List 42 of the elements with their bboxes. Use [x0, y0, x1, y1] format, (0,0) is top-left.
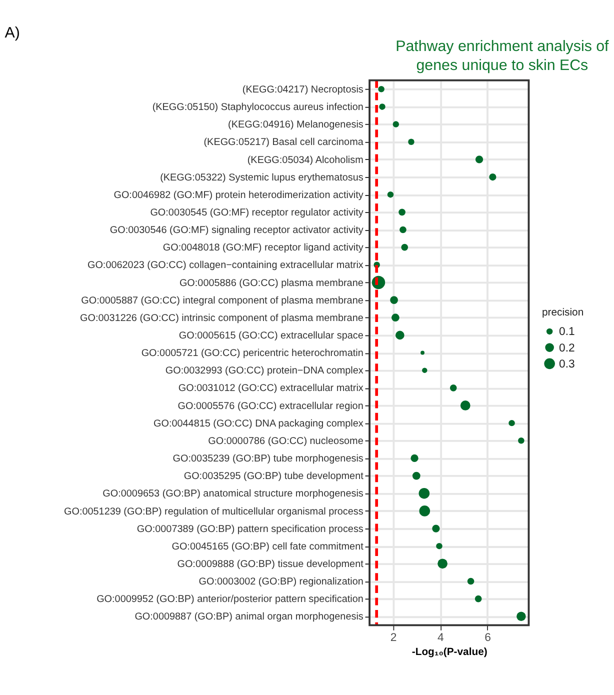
x-tick-label: 2	[390, 632, 397, 644]
y-tick-label: (KEGG:05150) Staphylococcus aureus infection	[152, 102, 364, 114]
y-tick-label: GO:0035295 (GO:BP) tube development	[184, 471, 364, 482]
x-tick-label: 6	[484, 632, 491, 644]
y-tick-label: (KEGG:04217) Necroptosis	[242, 84, 364, 96]
y-tick-label: GO:0062023 (GO:CC) collagen−containing extracellular matrix	[87, 260, 364, 272]
y-tick-label: GO:0044815 (GO:CC) DNA packaging complex	[153, 418, 364, 430]
y-tick-label: (KEGG:05217) Basal cell carcinoma	[204, 137, 364, 148]
y-tick-label: GO:0030545 (GO:MF) receptor regulator activity	[150, 207, 364, 218]
y-tick-label: GO:0000786 (GO:CC) nucleosome	[208, 436, 364, 447]
y-tick-label: GO:0007389 (GO:BP) pattern specification process	[136, 524, 364, 535]
y-tick-label: GO:0031012 (GO:CC) extracellular matrix	[178, 383, 364, 394]
y-tick-label: GO:0030546 (GO:MF) signaling receptor activator activity	[110, 225, 364, 236]
text: genes unique to skin ECs	[416, 56, 588, 74]
y-tick-label: GO:0048018 (GO:MF) receptor ligand activity	[162, 242, 364, 254]
x-axis-title: -Log₁₀(P-value)	[412, 647, 488, 658]
y-tick-label: GO:0051239 (GO:BP) regulation of multicellular organismal process	[64, 506, 364, 518]
legend-label: 0.1	[559, 326, 575, 338]
y-tick-label: GO:0009952 (GO:BP) anterior/posterior pattern specification	[96, 594, 364, 606]
x-tick-label: 4	[437, 632, 444, 644]
y-tick-label: GO:0005576 (GO:CC) extracellular region	[178, 400, 364, 412]
y-tick-label: GO:0045165 (GO:BP) cell fate commitment	[172, 541, 364, 552]
y-tick-label: GO:0005886 (GO:CC) plasma membrane	[179, 278, 364, 289]
y-tick-label: GO:0005615 (GO:CC) extracellular space	[178, 330, 364, 342]
y-tick-label: GO:0046982 (GO:MF) protein heterodimerization activity	[114, 190, 364, 201]
text: A)	[4, 24, 20, 42]
y-tick-label: GO:0035239 (GO:BP) tube morphogenesis	[172, 454, 364, 465]
legend-label: 0.3	[559, 358, 575, 370]
y-tick-label: GO:0005887 (GO:CC) integral component of plasma membrane	[81, 295, 364, 306]
legend-title: precision	[542, 307, 584, 318]
y-tick-label: GO:0031226 (GO:CC) intrinsic component of plasma membrane	[80, 312, 364, 324]
y-tick-label: (KEGG:05034) Alcoholism	[247, 154, 364, 166]
y-tick-label: (KEGG:05322) Systemic lupus erythematosus	[160, 172, 364, 184]
y-tick-label: GO:0003002 (GO:BP) regionalization	[198, 576, 364, 588]
y-tick-label: GO:0032993 (GO:CC) protein−DNA complex	[165, 366, 364, 377]
y-tick-label: GO:0005721 (GO:CC) pericentric heterochromatin	[141, 348, 364, 360]
legend-label: 0.2	[559, 342, 575, 354]
y-tick-label: GO:0009887 (GO:BP) animal organ morphogenesis	[134, 612, 364, 623]
y-tick-label: (KEGG:04916) Melanogenesis	[228, 120, 364, 131]
y-tick-label: GO:0009653 (GO:BP) anatomical structure morphogenesis	[102, 488, 364, 500]
y-tick-label: GO:0009888 (GO:BP) tissue development	[177, 558, 364, 570]
text: Pathway enrichment analysis of	[396, 38, 609, 55]
